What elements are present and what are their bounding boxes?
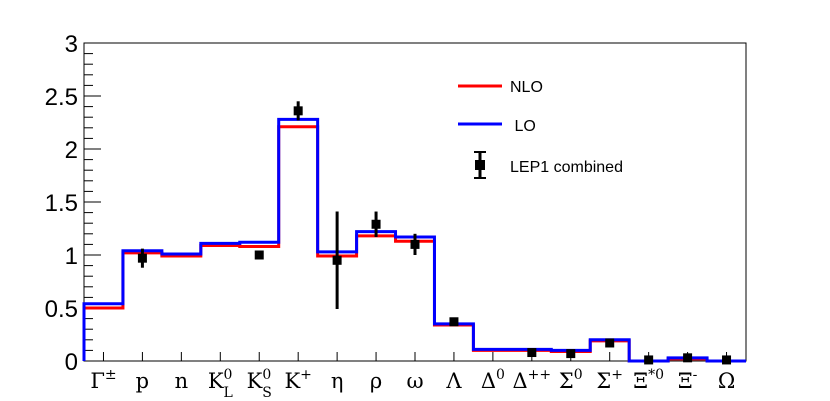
legend-lo-label: LO	[510, 118, 536, 135]
data-point-marker	[683, 353, 693, 363]
x-category-label: Δ0	[481, 367, 505, 393]
x-category-label: Λ	[445, 369, 462, 393]
x-category-label: K0 S	[247, 367, 272, 401]
data-point-marker	[527, 348, 537, 358]
data-point-marker	[722, 355, 732, 365]
x-category-label: K0 L	[208, 367, 233, 401]
x-category-label: p	[136, 369, 149, 393]
y-tick-label: 0	[65, 349, 78, 376]
x-category-label: Ω	[718, 369, 735, 393]
x-category-label: Δ++	[513, 367, 552, 393]
x-category-label: n	[175, 369, 189, 393]
x-category-labels: Γ± p n K0 L K0 S K+ η ρ ω Λ Δ0 Δ++ Σ0 Σ+ Ξ*0 Ξ- Ω	[90, 367, 735, 401]
data-point-marker	[254, 250, 264, 260]
x-category-label: η	[331, 369, 344, 393]
legend-nlo-label: NLO	[510, 79, 543, 96]
y-tick-label: 2	[65, 137, 78, 164]
data-point-marker	[644, 355, 654, 365]
x-category-label: Σ0	[559, 367, 583, 393]
data-point-marker	[566, 349, 576, 359]
data-point-marker	[410, 239, 420, 249]
y-tick-label: 2.5	[45, 84, 78, 111]
x-category-label: ρ	[370, 369, 382, 393]
x-category-label: K+	[284, 367, 311, 393]
data-point-marker	[371, 219, 381, 229]
x-category-label: Ξ-	[678, 367, 698, 393]
y-tick-label: 3	[65, 31, 78, 58]
y-tick-label: 1.5	[45, 190, 78, 217]
x-category-label: Ξ*0	[633, 367, 664, 393]
data-point-marker	[332, 255, 342, 265]
data-point-marker	[293, 106, 303, 116]
legend: NLO LO LEP1 combined	[458, 79, 623, 179]
x-category-label: Σ+	[596, 367, 623, 393]
data-points-layer	[137, 101, 732, 365]
y-tick-label: 0.5	[45, 296, 78, 323]
data-point-marker	[449, 317, 459, 327]
y-tick-labels: 0 0.5 1 1.5 2 2.5 3	[45, 31, 78, 376]
legend-lep1-marker	[475, 160, 485, 170]
x-category-label: ω	[406, 369, 423, 393]
series-lo-line	[82, 117, 746, 363]
y-tick-label: 1	[65, 243, 78, 270]
y-axis-ticks	[84, 42, 101, 362]
legend-lep1-label: LEP1 combined	[510, 159, 623, 176]
x-category-label: Γ±	[90, 367, 116, 393]
data-point-marker	[605, 338, 615, 348]
data-point-marker	[137, 253, 147, 263]
series-layer	[82, 117, 746, 363]
plot-frame	[83, 42, 747, 362]
